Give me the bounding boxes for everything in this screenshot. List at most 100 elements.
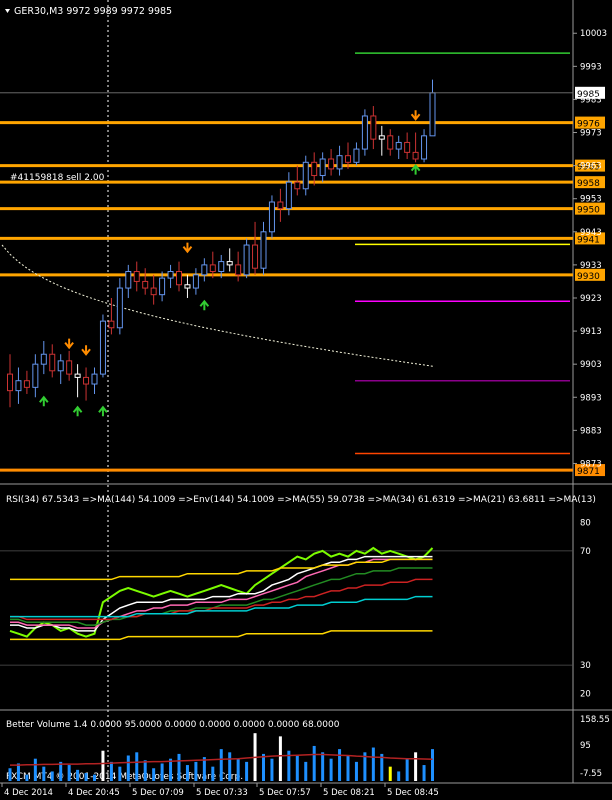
candle-body[interactable] xyxy=(66,360,73,375)
candle-body[interactable] xyxy=(336,155,343,170)
volume-bar xyxy=(287,750,291,781)
candle-body[interactable] xyxy=(201,264,208,276)
volume-bar xyxy=(228,752,232,781)
candle-body[interactable] xyxy=(7,373,13,392)
candle-body[interactable] xyxy=(370,115,377,140)
candle-body[interactable] xyxy=(285,181,292,210)
chart-menu-triangle-icon[interactable] xyxy=(5,9,10,13)
candle-body[interactable] xyxy=(387,135,394,150)
candle-body[interactable] xyxy=(159,277,166,296)
volume-bar xyxy=(126,755,130,781)
level-price-tag xyxy=(575,116,605,129)
candle-body[interactable] xyxy=(150,287,157,296)
candle-body[interactable] xyxy=(226,261,233,266)
volume-bar xyxy=(354,761,358,781)
rsi-tick-label: 30 xyxy=(580,661,591,671)
buy-arrow-icon xyxy=(39,395,49,407)
candle-body[interactable] xyxy=(57,360,64,372)
volume-bar xyxy=(321,752,325,781)
ma-dotted-line xyxy=(1,244,433,367)
candle-body[interactable] xyxy=(302,161,309,190)
candle-body[interactable] xyxy=(328,158,335,170)
volume-bar xyxy=(50,771,54,781)
candle-body[interactable] xyxy=(133,271,140,282)
candle-body[interactable] xyxy=(252,244,259,269)
volume-bar xyxy=(135,752,139,781)
volume-bar xyxy=(304,761,308,781)
price-tick-label: 9993 xyxy=(580,62,602,72)
sell-arrow-icon xyxy=(81,345,91,356)
candle-body[interactable] xyxy=(40,353,47,365)
candle-body[interactable] xyxy=(235,264,242,276)
candle-body[interactable] xyxy=(209,264,216,273)
time-tick-label: 5 Dec 07:33 xyxy=(196,788,248,798)
candle-body[interactable] xyxy=(83,376,90,385)
candle-body[interactable] xyxy=(268,201,275,233)
time-tick-label: 5 Dec 08:45 xyxy=(387,788,439,798)
candle-body[interactable] xyxy=(32,363,39,388)
time-tick-label: 4 Dec 20:45 xyxy=(68,788,120,798)
candle-body[interactable] xyxy=(167,271,174,279)
volume-bar xyxy=(278,736,282,781)
volume-bar xyxy=(422,765,426,781)
candle-body[interactable] xyxy=(74,373,81,378)
candle-body[interactable] xyxy=(260,231,267,269)
candle-body[interactable] xyxy=(243,244,250,276)
sell-arrow-icon xyxy=(64,338,74,350)
candle-body[interactable] xyxy=(192,274,199,289)
candle-body[interactable] xyxy=(429,92,436,137)
copyright-text: FXCM MT4 © 2001-2014 MetaQuotes Software… xyxy=(6,772,243,782)
level-price-label: 9958 xyxy=(577,179,600,189)
rsi-series-line xyxy=(10,555,433,632)
candle-body[interactable] xyxy=(49,353,56,372)
candle-body[interactable] xyxy=(294,181,301,190)
candle-body[interactable] xyxy=(378,135,385,140)
candle-body[interactable] xyxy=(412,151,419,160)
volume-bar xyxy=(211,766,215,781)
level-price-tag xyxy=(575,232,605,245)
volume-bar xyxy=(118,766,122,781)
candle-body[interactable] xyxy=(116,287,123,329)
rsi-series-line xyxy=(10,595,433,618)
volume-bar xyxy=(346,755,350,781)
candle-body[interactable] xyxy=(142,280,149,289)
volume-bar xyxy=(431,749,434,781)
candle-body[interactable] xyxy=(395,141,402,150)
candle-body[interactable] xyxy=(277,201,284,210)
level-price-tag xyxy=(575,268,605,281)
candle-body[interactable] xyxy=(23,380,30,388)
candle-body[interactable] xyxy=(311,161,318,177)
level-price-tag xyxy=(575,176,605,189)
candle-body[interactable] xyxy=(361,115,368,150)
price-tick-label: 9893 xyxy=(580,393,602,403)
candle-body[interactable] xyxy=(353,148,360,163)
candle-body[interactable] xyxy=(319,158,326,177)
volume-bar xyxy=(371,747,375,781)
candle-body[interactable] xyxy=(421,135,428,160)
sell-arrow-icon xyxy=(182,242,193,254)
candle-body[interactable] xyxy=(125,271,132,289)
current-price-label: 9985 xyxy=(577,90,600,100)
candle-body[interactable] xyxy=(345,155,351,163)
volume-bar xyxy=(405,758,409,781)
volume-bar xyxy=(219,749,223,781)
candle-body[interactable] xyxy=(108,320,115,329)
volume-bar xyxy=(76,769,80,781)
volume-bar xyxy=(169,758,173,781)
volume-bar xyxy=(101,750,105,781)
volume-bar xyxy=(59,761,63,781)
candle-body[interactable] xyxy=(218,261,225,273)
candle-body[interactable] xyxy=(184,284,191,289)
price-tick-label: 9973 xyxy=(580,129,602,139)
candle-body[interactable] xyxy=(99,320,106,375)
rsi-series-line xyxy=(10,558,433,581)
candle-body[interactable] xyxy=(15,380,22,392)
volume-bar xyxy=(295,755,299,781)
volume-bar xyxy=(8,768,12,781)
candle-body[interactable] xyxy=(176,271,182,286)
order-label[interactable]: #41159818 sell 2.00 xyxy=(10,173,105,183)
candle-body[interactable] xyxy=(404,141,411,153)
volume-bar xyxy=(262,753,265,781)
candle-body[interactable] xyxy=(91,373,98,385)
